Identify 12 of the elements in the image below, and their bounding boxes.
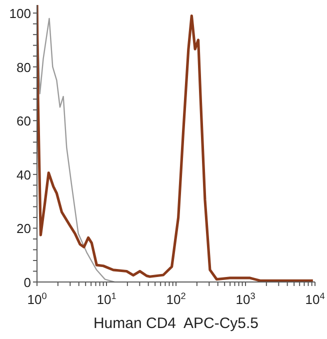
y-tick-label: 0: [24, 275, 31, 290]
x-tick-label: 10$^{2}$: [166, 291, 186, 307]
x-tick-label: 10$^{1}$: [96, 291, 116, 307]
x-tick-label: 10$^{4}$: [305, 291, 325, 307]
y-tick-label: 80: [16, 60, 31, 75]
x-tick-label: 10$^{0}$: [27, 291, 47, 307]
y-tick-label: 60: [16, 114, 31, 129]
x-axis-title: Human CD4 APC-Cy5.5: [93, 315, 259, 332]
y-tick-label: 20: [16, 221, 31, 236]
x-tick-label: 10$^{3}$: [236, 291, 256, 307]
y-tick-label: 100: [9, 6, 31, 22]
y-tick-label: 40: [16, 167, 31, 182]
